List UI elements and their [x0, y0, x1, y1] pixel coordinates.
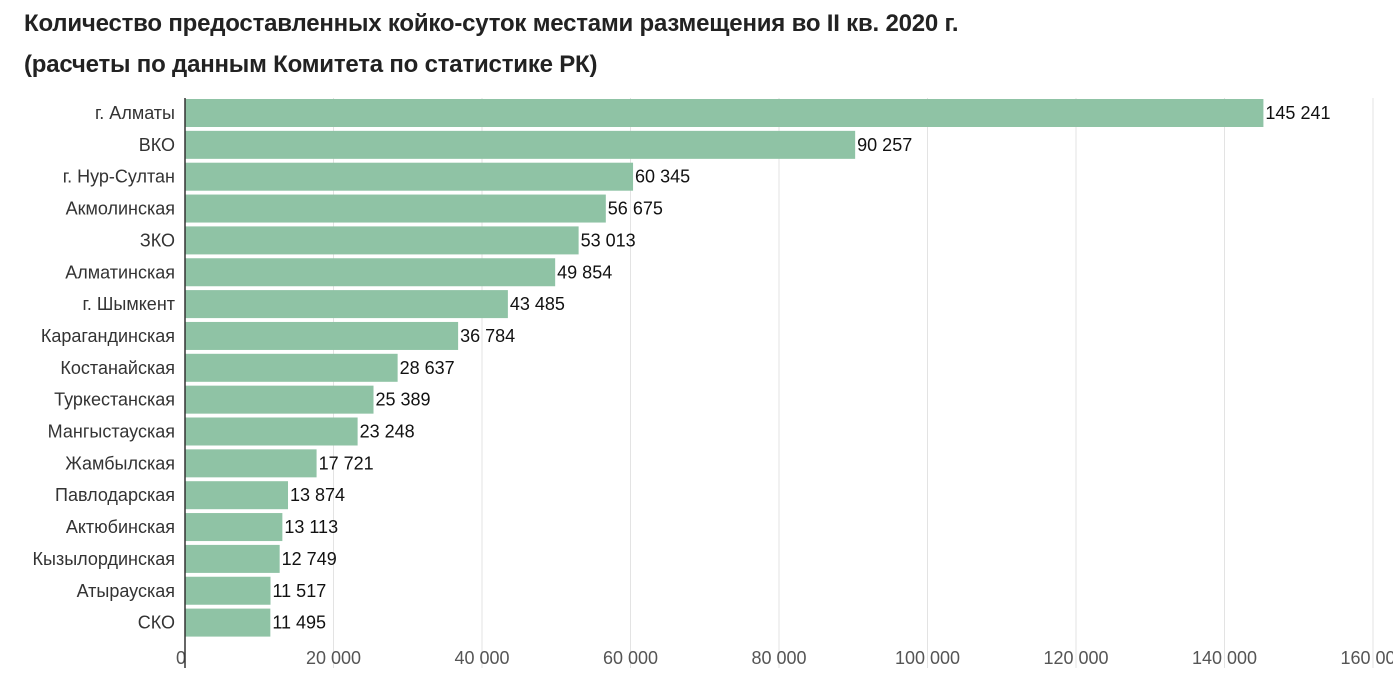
- category-label: Мангыстауская: [48, 422, 175, 442]
- category-label: г. Шымкент: [83, 294, 175, 314]
- bar: [185, 544, 280, 573]
- value-label: 11 495: [272, 613, 326, 633]
- x-tick-label: 40 000: [454, 648, 509, 668]
- value-labels: 145 241 90 257 60 345 56 675 53 013 49 854 43 …: [272, 103, 1330, 633]
- category-label: ЗКО: [140, 230, 175, 250]
- category-labels: г. Алматы ВКО г. Нур-Султан Акмолинская ЗКО А…: [33, 103, 175, 633]
- category-label: Алматинская: [65, 262, 175, 282]
- value-label: 90 257: [857, 135, 912, 155]
- category-label: СКО: [138, 613, 175, 633]
- bar: [185, 162, 634, 191]
- bar: [185, 385, 374, 414]
- bar: [185, 513, 283, 542]
- bar: [185, 290, 508, 319]
- bar: [185, 130, 856, 159]
- bar: [185, 576, 271, 605]
- bars: [185, 99, 1264, 637]
- bar: [185, 194, 606, 223]
- category-label: Кызылординская: [33, 549, 175, 569]
- value-label: 11 517: [273, 581, 327, 601]
- x-tick-label: 120 000: [1043, 648, 1108, 668]
- x-tick-labels: 0 20 000 40 000 60 000 80 000 100 000 120 000 1…: [176, 648, 1393, 668]
- bar: [185, 481, 289, 510]
- x-tick-label: 160 000: [1340, 648, 1393, 668]
- bar: [185, 353, 398, 382]
- value-label: 53 013: [581, 230, 636, 250]
- x-tick-label: 140 000: [1192, 648, 1257, 668]
- value-label: 145 241: [1265, 103, 1330, 123]
- value-label: 56 675: [608, 199, 663, 219]
- category-label: г. Нур-Султан: [63, 167, 175, 187]
- category-label: Карагандинская: [41, 326, 175, 346]
- x-tick-label: 0: [176, 648, 186, 668]
- value-label: 25 389: [376, 390, 431, 410]
- x-tick-label: 60 000: [603, 648, 658, 668]
- value-label: 12 749: [282, 549, 337, 569]
- chart-title: Количество предоставленных койко-суток м…: [24, 10, 959, 37]
- bar: [185, 321, 459, 350]
- value-label: 13 874: [290, 485, 345, 505]
- x-tick-label: 100 000: [895, 648, 960, 668]
- value-label: 60 345: [635, 167, 690, 187]
- value-label: 49 854: [557, 262, 612, 282]
- category-label: Акмолинская: [66, 199, 175, 219]
- category-label: Жамбылская: [65, 453, 175, 473]
- bar: [185, 99, 1264, 127]
- chart-subtitle: (расчеты по данным Комитета по статистик…: [24, 51, 598, 78]
- bar: [185, 449, 317, 478]
- category-label: Костанайская: [60, 358, 175, 378]
- category-label: г. Алматы: [95, 103, 175, 123]
- x-tick-label: 20 000: [306, 648, 361, 668]
- category-label: ВКО: [139, 135, 175, 155]
- category-label: Туркестанская: [54, 390, 175, 410]
- bar: [185, 608, 271, 637]
- value-label: 43 485: [510, 294, 565, 314]
- value-label: 17 721: [319, 453, 374, 473]
- value-label: 28 637: [400, 358, 455, 378]
- x-tick-label: 80 000: [751, 648, 806, 668]
- value-label: 23 248: [360, 422, 415, 442]
- value-label: 13 113: [284, 517, 338, 537]
- category-label: Атырауская: [77, 581, 175, 601]
- bar: [185, 417, 358, 446]
- category-label: Актюбинская: [66, 517, 175, 537]
- category-label: Павлодарская: [55, 485, 175, 505]
- gridlines: [333, 98, 1374, 668]
- bar: [185, 226, 579, 255]
- bar: [185, 258, 556, 287]
- value-label: 36 784: [460, 326, 515, 346]
